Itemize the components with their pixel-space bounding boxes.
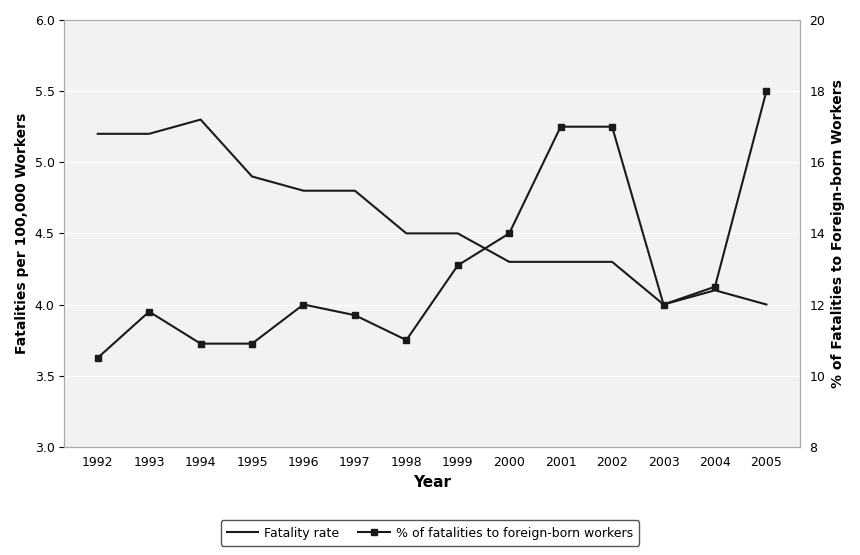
- Y-axis label: Fatalities per 100,000 Workers: Fatalities per 100,000 Workers: [15, 113, 29, 354]
- Y-axis label: % of Fatalities to Foreign-born Workers: % of Fatalities to Foreign-born Workers: [831, 79, 845, 388]
- Legend: Fatality rate, % of fatalities to foreign-born workers: Fatality rate, % of fatalities to foreig…: [221, 521, 639, 546]
- X-axis label: Year: Year: [413, 475, 451, 490]
